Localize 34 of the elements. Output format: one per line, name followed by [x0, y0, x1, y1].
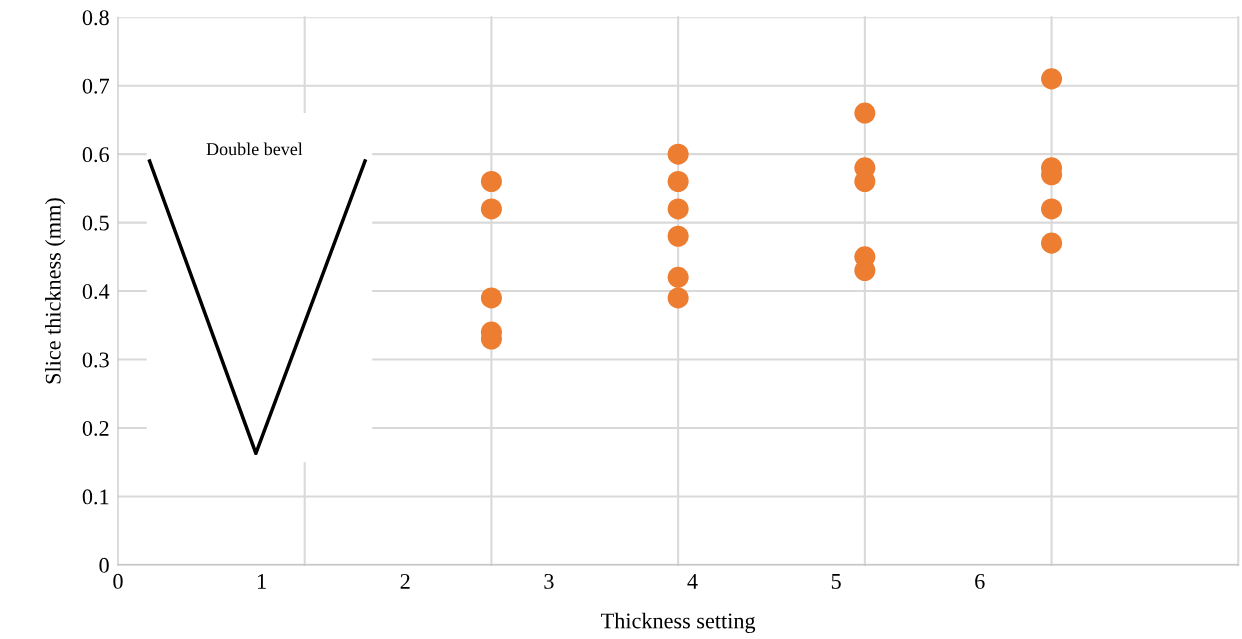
- x-tick-label: 3: [544, 573, 554, 589]
- x-tick-label: 2: [400, 573, 410, 589]
- y-tick-label: 0.1: [82, 489, 109, 505]
- y-tick-label: 0.6: [82, 147, 109, 163]
- point: [667, 143, 689, 165]
- point: [667, 266, 689, 288]
- x-tick-label: 1: [258, 573, 266, 589]
- x-tick-label: 5: [831, 574, 841, 589]
- y-tick-label: 0.4: [82, 284, 110, 300]
- point: [854, 102, 876, 124]
- point: [480, 198, 502, 220]
- y-tick-label: 0.3: [82, 352, 109, 368]
- x-tick-label: 6: [975, 573, 985, 589]
- annotation: Double bevel: [206, 142, 303, 156]
- point: [1041, 198, 1063, 220]
- y-tick-label: 0.8: [82, 10, 109, 26]
- x-tick-label: 4: [687, 574, 698, 589]
- point: [667, 225, 689, 247]
- y-axis-title: Slice thickness (mm): [45, 198, 66, 384]
- point: [854, 260, 876, 282]
- y-tick-label: 0.2: [82, 420, 109, 436]
- y-tick-label: 0.5: [82, 215, 109, 231]
- point: [667, 198, 689, 220]
- x-axis-title: Thickness setting: [601, 612, 756, 634]
- point: [667, 287, 689, 309]
- point: [480, 171, 502, 193]
- point: [667, 171, 689, 193]
- x-tick-label: 0: [113, 573, 123, 589]
- y-tick-label: 0: [99, 557, 109, 573]
- point: [1041, 232, 1063, 254]
- point: [854, 171, 876, 193]
- point: [1041, 68, 1063, 90]
- point: [480, 287, 502, 309]
- y-tick-label: 0.7: [82, 78, 110, 94]
